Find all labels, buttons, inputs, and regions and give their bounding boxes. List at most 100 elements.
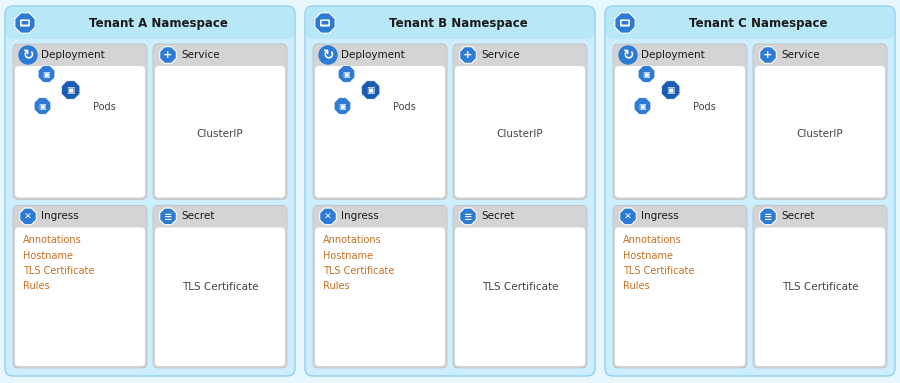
Polygon shape bbox=[159, 208, 176, 225]
Circle shape bbox=[19, 46, 37, 64]
Polygon shape bbox=[315, 13, 335, 33]
Polygon shape bbox=[38, 66, 55, 82]
FancyBboxPatch shape bbox=[622, 21, 628, 25]
FancyBboxPatch shape bbox=[306, 7, 594, 39]
Text: Annotations
Hostname
TLS Certificate
Rules: Annotations Hostname TLS Certificate Rul… bbox=[23, 236, 94, 291]
Text: ≡: ≡ bbox=[164, 212, 172, 222]
FancyBboxPatch shape bbox=[313, 44, 447, 200]
Polygon shape bbox=[61, 81, 80, 99]
Text: Annotations
Hostname
TLS Certificate
Rules: Annotations Hostname TLS Certificate Rul… bbox=[323, 236, 394, 291]
Polygon shape bbox=[14, 13, 35, 33]
FancyBboxPatch shape bbox=[315, 228, 445, 366]
Text: Ingress: Ingress bbox=[341, 211, 379, 221]
Circle shape bbox=[319, 46, 337, 64]
Polygon shape bbox=[362, 81, 380, 99]
FancyBboxPatch shape bbox=[153, 205, 287, 368]
Text: ↻: ↻ bbox=[322, 48, 334, 62]
Text: ▣: ▣ bbox=[643, 70, 651, 79]
FancyBboxPatch shape bbox=[753, 205, 887, 368]
Text: ClusterIP: ClusterIP bbox=[497, 129, 544, 139]
Text: ▣: ▣ bbox=[67, 86, 75, 95]
FancyBboxPatch shape bbox=[605, 6, 895, 376]
FancyBboxPatch shape bbox=[5, 6, 295, 376]
Polygon shape bbox=[34, 98, 50, 114]
Text: ClusterIP: ClusterIP bbox=[796, 129, 843, 139]
FancyBboxPatch shape bbox=[13, 44, 147, 200]
Text: Tenant B Namespace: Tenant B Namespace bbox=[389, 16, 527, 29]
Text: ClusterIP: ClusterIP bbox=[197, 129, 243, 139]
FancyBboxPatch shape bbox=[321, 21, 328, 25]
FancyBboxPatch shape bbox=[613, 205, 747, 368]
Text: TLS Certificate: TLS Certificate bbox=[482, 282, 558, 292]
Text: Ingress: Ingress bbox=[641, 211, 679, 221]
Text: ✕: ✕ bbox=[24, 213, 32, 221]
FancyBboxPatch shape bbox=[613, 44, 747, 200]
Text: ▣: ▣ bbox=[666, 86, 675, 95]
Text: Secret: Secret bbox=[181, 211, 214, 221]
Polygon shape bbox=[634, 98, 651, 114]
Text: +: + bbox=[163, 50, 173, 60]
Text: Pods: Pods bbox=[693, 102, 716, 112]
Polygon shape bbox=[638, 66, 655, 82]
Polygon shape bbox=[338, 66, 355, 82]
FancyBboxPatch shape bbox=[153, 44, 287, 200]
Text: ▣: ▣ bbox=[338, 102, 346, 111]
FancyBboxPatch shape bbox=[620, 20, 630, 26]
FancyBboxPatch shape bbox=[6, 7, 294, 39]
FancyBboxPatch shape bbox=[455, 228, 585, 366]
Polygon shape bbox=[334, 98, 351, 114]
Text: Pods: Pods bbox=[392, 102, 416, 112]
Polygon shape bbox=[760, 208, 777, 225]
Circle shape bbox=[619, 46, 637, 64]
Text: ▣: ▣ bbox=[366, 86, 375, 95]
FancyBboxPatch shape bbox=[755, 228, 885, 366]
FancyBboxPatch shape bbox=[615, 228, 745, 366]
Polygon shape bbox=[615, 13, 635, 33]
FancyBboxPatch shape bbox=[453, 44, 587, 200]
FancyBboxPatch shape bbox=[13, 205, 147, 368]
Text: Deployment: Deployment bbox=[41, 50, 104, 60]
Text: Service: Service bbox=[781, 50, 820, 60]
Text: ✕: ✕ bbox=[624, 213, 632, 221]
FancyBboxPatch shape bbox=[155, 228, 285, 366]
Text: ▣: ▣ bbox=[639, 102, 646, 111]
Polygon shape bbox=[662, 81, 680, 99]
Polygon shape bbox=[159, 47, 176, 63]
FancyBboxPatch shape bbox=[313, 205, 447, 368]
Polygon shape bbox=[760, 47, 777, 63]
Polygon shape bbox=[460, 47, 476, 63]
Text: Deployment: Deployment bbox=[641, 50, 705, 60]
Text: ✕: ✕ bbox=[324, 213, 332, 221]
Text: ↻: ↻ bbox=[622, 48, 634, 62]
Polygon shape bbox=[320, 208, 337, 225]
Text: Deployment: Deployment bbox=[341, 50, 405, 60]
FancyBboxPatch shape bbox=[320, 20, 330, 26]
FancyBboxPatch shape bbox=[20, 20, 30, 26]
FancyBboxPatch shape bbox=[755, 66, 885, 197]
Text: Pods: Pods bbox=[93, 102, 115, 112]
Polygon shape bbox=[620, 208, 636, 225]
Text: ▣: ▣ bbox=[39, 102, 46, 111]
Text: TLS Certificate: TLS Certificate bbox=[782, 282, 859, 292]
Polygon shape bbox=[460, 208, 476, 225]
Text: +: + bbox=[464, 50, 472, 60]
Text: Secret: Secret bbox=[781, 211, 815, 221]
Text: TLS Certificate: TLS Certificate bbox=[182, 282, 258, 292]
Text: ↻: ↻ bbox=[22, 48, 34, 62]
FancyBboxPatch shape bbox=[455, 66, 585, 197]
FancyBboxPatch shape bbox=[22, 21, 29, 25]
Text: ≡: ≡ bbox=[464, 212, 472, 222]
Text: ≡: ≡ bbox=[764, 212, 772, 222]
FancyBboxPatch shape bbox=[15, 66, 145, 197]
FancyBboxPatch shape bbox=[305, 6, 595, 376]
Text: ▣: ▣ bbox=[343, 70, 350, 79]
Text: Tenant A Namespace: Tenant A Namespace bbox=[88, 16, 228, 29]
FancyBboxPatch shape bbox=[155, 66, 285, 197]
FancyBboxPatch shape bbox=[615, 66, 745, 197]
Text: Ingress: Ingress bbox=[41, 211, 79, 221]
Text: Service: Service bbox=[481, 50, 519, 60]
FancyBboxPatch shape bbox=[753, 44, 887, 200]
FancyBboxPatch shape bbox=[315, 66, 445, 197]
Text: Tenant C Namespace: Tenant C Namespace bbox=[688, 16, 827, 29]
Text: Service: Service bbox=[181, 50, 220, 60]
